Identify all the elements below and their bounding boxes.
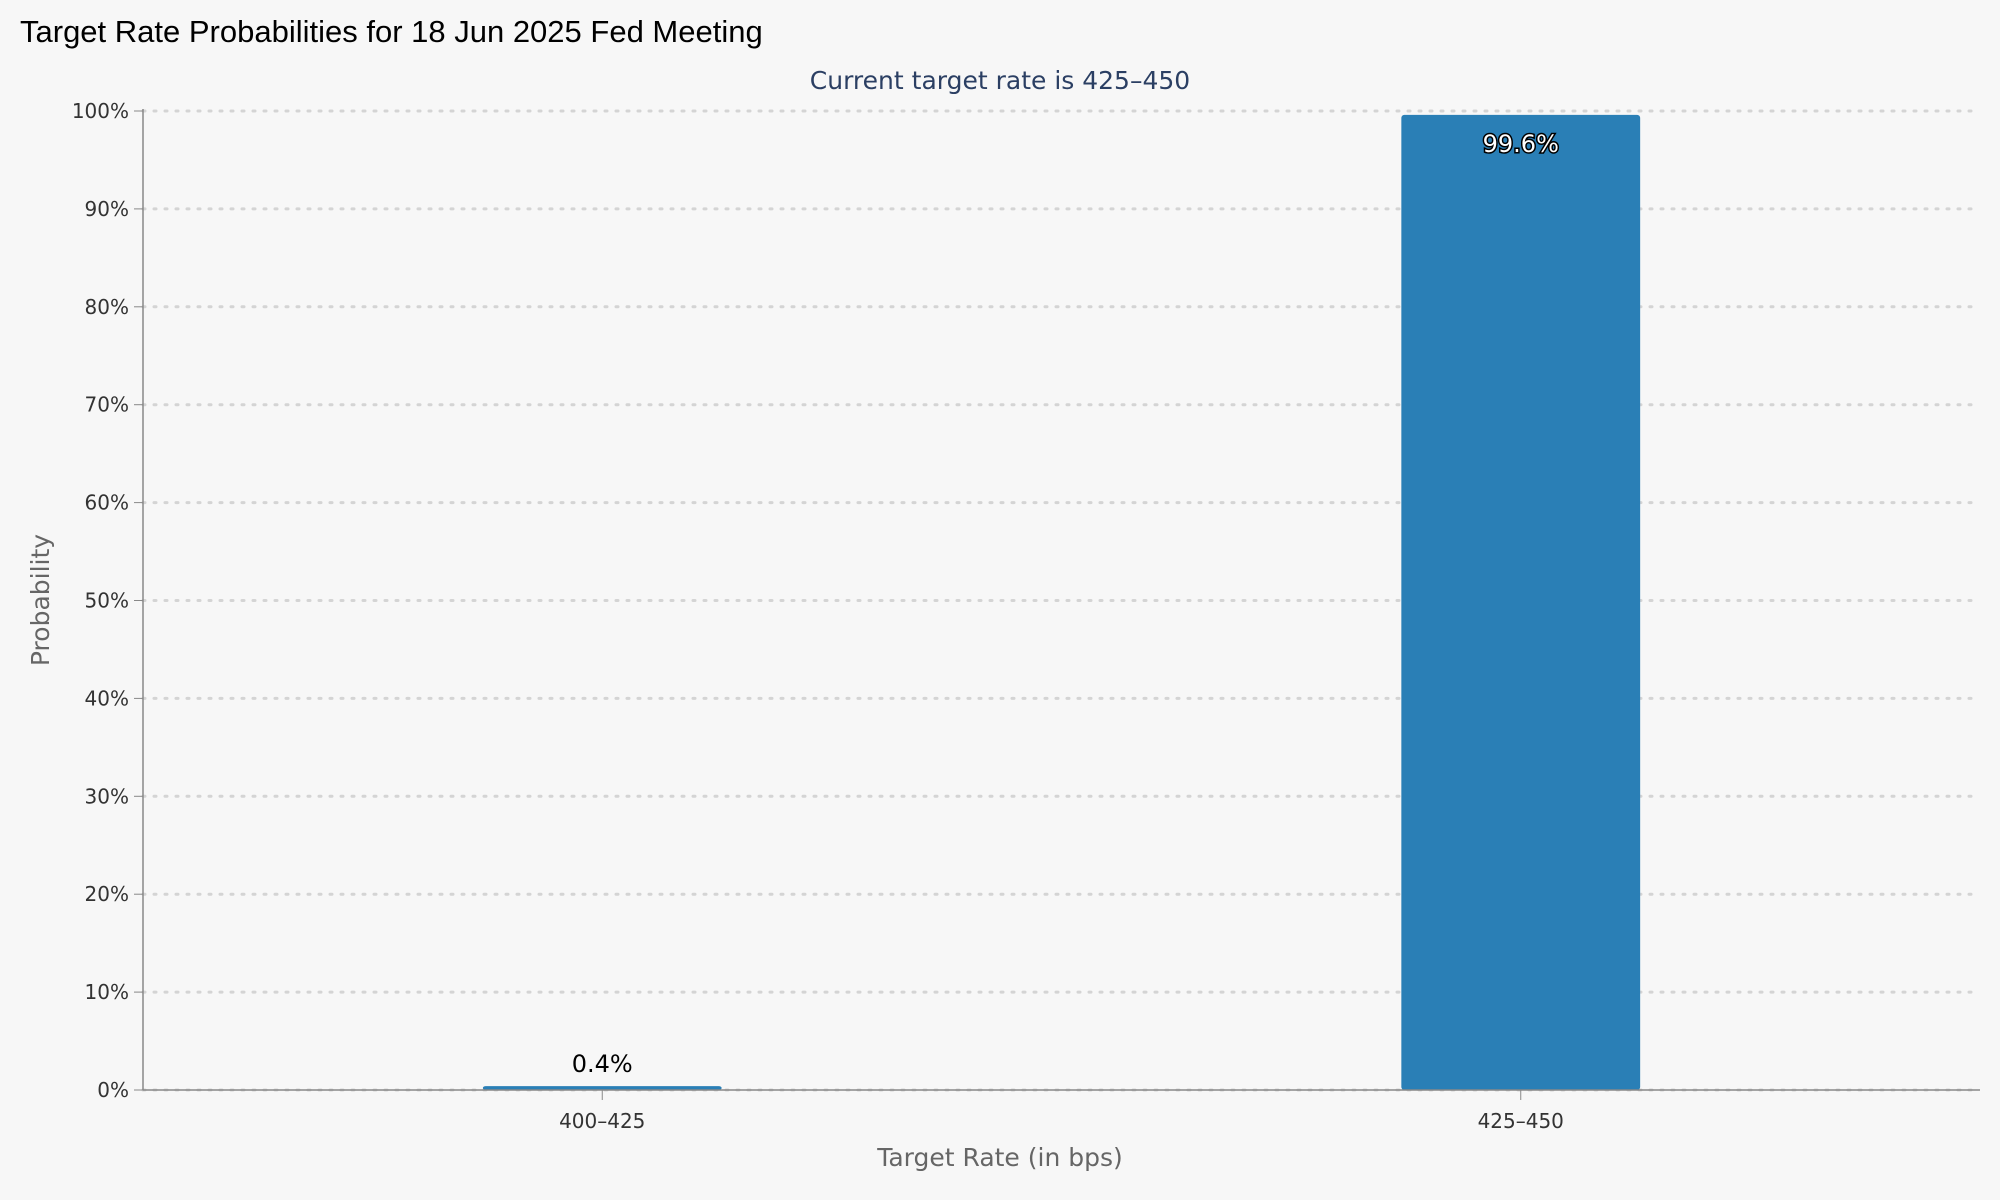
bar-data-label: 0.4% [572,1050,633,1078]
y-tick-label: 50% [85,589,129,613]
y-tick-label: 80% [85,295,129,319]
y-tick-label: 70% [85,393,129,417]
y-tick-label: 30% [85,784,129,808]
chart-subtitle: Current target rate is 425–450 [810,66,1190,95]
axes [142,109,1980,1091]
y-tick-label: 0% [97,1078,129,1102]
bar-425-450[interactable] [1401,114,1641,1090]
bar-400-425[interactable] [482,1086,722,1090]
y-tick-label: 20% [85,882,129,906]
y-tick-label: 90% [85,197,129,221]
bar-data-label: 99.6% [1483,130,1559,158]
labels: 0% 10% 20% 30% 40% 50% 60% 70% 80% 90% 100% 400–425… [72,99,1564,1133]
y-axis-title: Probability [26,534,55,666]
bars [482,114,1641,1090]
page-title: Target Rate Probabilities for 18 Jun 202… [20,14,763,49]
y-tick-label: 40% [85,686,129,710]
y-tick-label: 60% [85,491,129,515]
x-tick-label: 425–450 [1478,1109,1564,1133]
y-tick-label: 100% [72,99,129,123]
y-tick-label: 10% [85,980,129,1004]
gridlines [134,109,1982,1100]
x-axis-title: Target Rate (in bps) [876,1143,1123,1172]
x-tick-label: 400–425 [559,1109,645,1133]
